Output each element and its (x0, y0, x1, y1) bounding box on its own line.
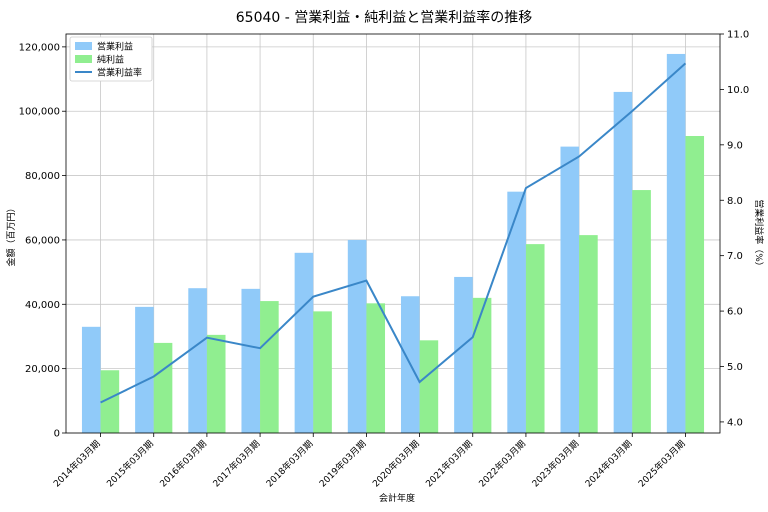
bar-operating-profit (347, 239, 367, 433)
legend-item-net-profit: 純利益 (97, 54, 124, 66)
y2-tick-label: 6.0 (727, 307, 743, 318)
chart-title: 65040 - 営業利益・純利益と営業利益率の推移 (236, 9, 533, 26)
y2-tick-label: 4.0 (727, 417, 743, 428)
bar-operating-profit (135, 306, 154, 433)
y-axis: 0 20,000 40,000 60,000 80,000 100,000 120,000 (19, 42, 66, 440)
y2-axis: 4.0 5.0 6.0 7.0 8.0 9.0 10.0 11.0 (720, 30, 749, 428)
y2-tick-label: 11.0 (727, 30, 749, 41)
line-series (100, 62, 687, 404)
bar-operating-profit (560, 146, 580, 433)
plot-area (65, 33, 721, 434)
legend-item-operating-margin: 営業利益率 (97, 67, 142, 79)
y-tick-label: 100,000 (19, 107, 60, 118)
bar-net-profit (366, 303, 386, 433)
y-tick-label: 60,000 (25, 235, 60, 246)
legend-item-operating-profit: 営業利益 (97, 41, 133, 53)
x-tick-label: 2015年03月期 (104, 438, 156, 490)
line-operating-margin (100, 62, 687, 404)
y-tick-label: 120,000 (19, 42, 60, 53)
bar-net-profit (260, 301, 279, 433)
bar-operating-profit (613, 91, 633, 433)
bar-net-profit (419, 340, 439, 433)
legend-swatch (75, 55, 92, 63)
y-tick-label: 80,000 (25, 171, 60, 182)
bar-net-profit (100, 370, 120, 433)
x-tick-label: 2019年03月期 (317, 438, 369, 490)
y-axis-label: 金額（百万円） (5, 203, 17, 266)
bar-operating-profit (241, 288, 261, 433)
x-tick-label: 2022年03月期 (476, 438, 528, 490)
bar-net-profit (472, 297, 492, 433)
legend-swatch (75, 42, 92, 50)
y2-axis-label: 営業利益率（%） (753, 199, 765, 271)
bar-series (81, 53, 705, 433)
x-axis-label: 会計年度 (379, 492, 415, 504)
bar-operating-profit (507, 191, 526, 433)
bar-operating-profit (81, 326, 101, 433)
bar-operating-profit (294, 252, 314, 433)
bar-net-profit (632, 190, 651, 433)
bar-net-profit (313, 311, 332, 433)
x-tick-label: 2021年03月期 (423, 438, 475, 490)
x-tick-label: 2016年03月期 (157, 438, 209, 490)
y2-tick-label: 9.0 (727, 140, 743, 151)
x-tick-label: 2024年03月期 (583, 438, 635, 490)
y-tick-label: 40,000 (25, 300, 60, 311)
y-tick-label: 0 (54, 429, 60, 440)
y2-tick-label: 7.0 (727, 251, 743, 262)
y2-tick-label: 10.0 (727, 85, 749, 96)
y2-tick-label: 8.0 (727, 196, 743, 207)
bar-operating-profit (454, 276, 473, 433)
x-axis: 2014年03月期 2015年03月期 2016年03月期 2017年03月期 2018… (51, 433, 688, 490)
x-tick-label: 2025年03月期 (636, 438, 688, 490)
bar-operating-profit (188, 288, 207, 433)
y2-tick-label: 5.0 (727, 362, 743, 373)
x-tick-label: 2020年03月期 (370, 438, 422, 490)
bar-net-profit (685, 136, 705, 433)
bar-operating-profit (666, 53, 686, 433)
bar-net-profit (206, 334, 226, 433)
bar-net-profit (153, 342, 173, 433)
bar-net-profit (579, 235, 598, 433)
bar-net-profit (525, 244, 545, 433)
x-tick-label: 2017年03月期 (210, 438, 262, 490)
x-tick-label: 2014年03月期 (51, 438, 103, 490)
x-tick-label: 2018年03月期 (263, 438, 315, 490)
y-tick-label: 20,000 (25, 364, 60, 375)
x-tick-label: 2023年03月期 (529, 438, 581, 490)
